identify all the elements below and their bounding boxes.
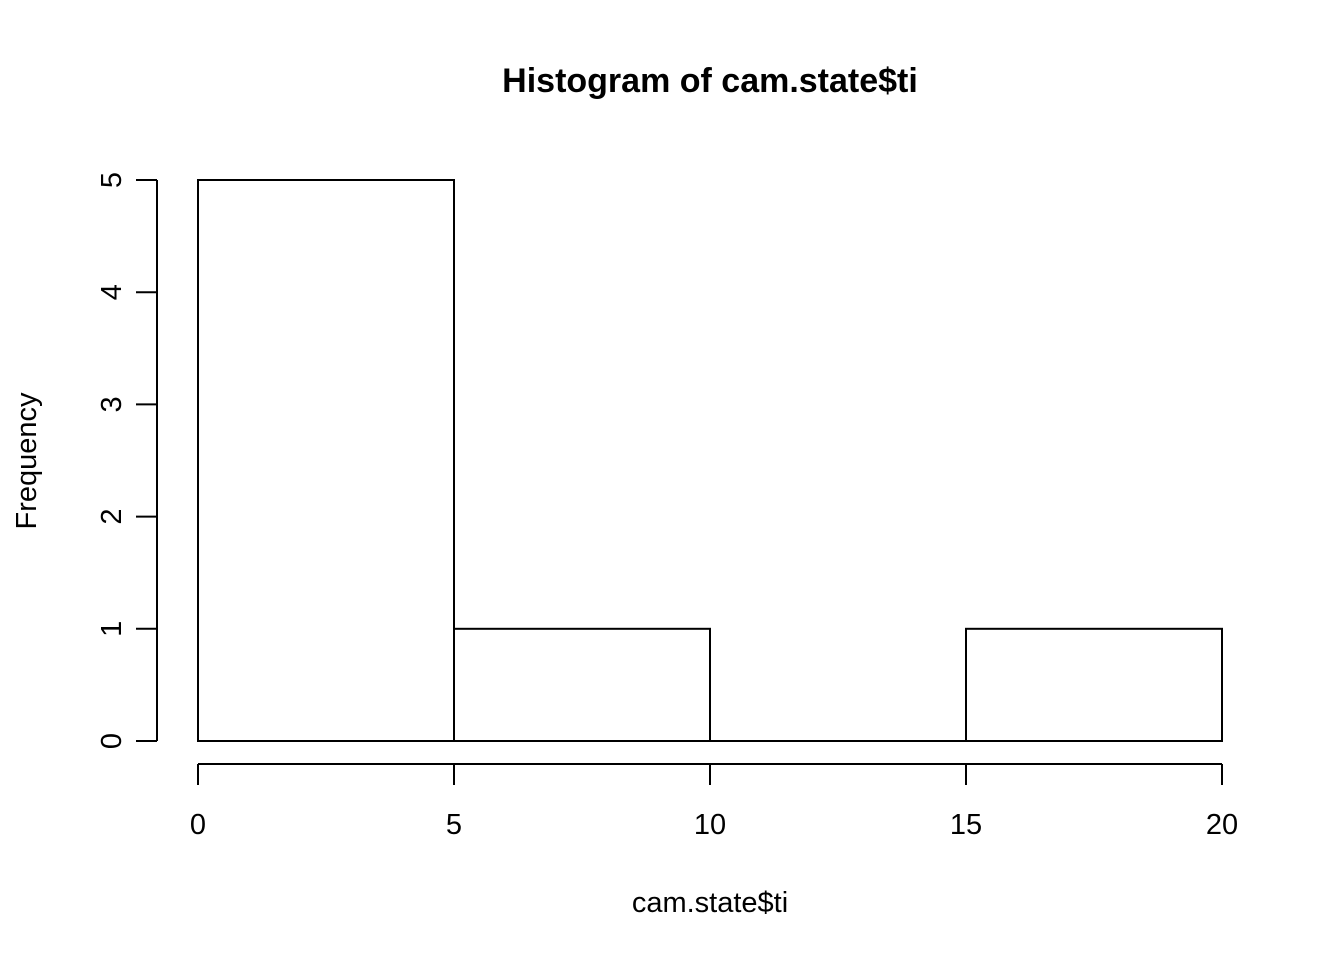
x-axis-label: cam.state$ti — [632, 887, 788, 919]
histogram-bar — [197, 179, 455, 742]
x-tick-label: 5 — [446, 809, 462, 841]
x-tick-label: 10 — [694, 809, 726, 841]
y-tick-label: 2 — [96, 509, 128, 525]
x-tick-label: 15 — [950, 809, 982, 841]
y-tick-label: 1 — [96, 621, 128, 637]
y-axis-label: Frequency — [11, 392, 43, 530]
histogram-bars — [197, 179, 1223, 742]
chart-title: Histogram of cam.state$ti — [502, 62, 918, 100]
y-tick-label: 3 — [96, 396, 128, 412]
y-axis: 0 1 2 3 4 5 — [96, 172, 158, 749]
x-axis: 0 5 10 15 20 — [190, 763, 1238, 841]
histogram-bar — [453, 627, 711, 742]
x-tick-label: 0 — [190, 809, 206, 841]
x-tick-label: 20 — [1206, 809, 1238, 841]
y-tick-label: 5 — [96, 172, 128, 188]
histogram-bar — [965, 627, 1223, 742]
y-tick-label: 0 — [96, 733, 128, 749]
y-tick-label: 4 — [96, 284, 128, 300]
